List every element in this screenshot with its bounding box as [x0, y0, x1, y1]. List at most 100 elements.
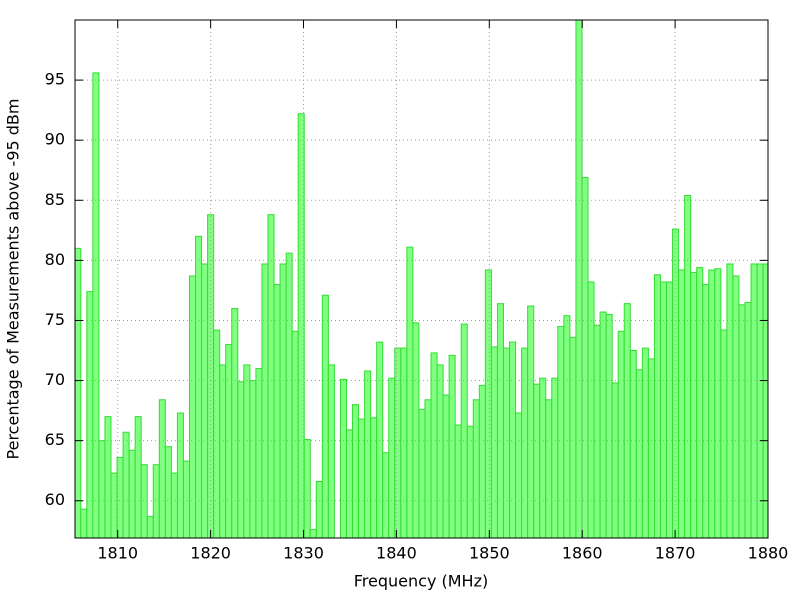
bar: [672, 228, 680, 538]
y-tick-label: 95: [45, 70, 65, 89]
bar: [315, 481, 323, 538]
bar: [104, 416, 112, 538]
bar: [376, 341, 384, 538]
bar: [116, 456, 124, 538]
bar: [364, 370, 372, 538]
bar: [352, 404, 360, 538]
bar: [684, 194, 692, 538]
bar: [750, 263, 758, 538]
bar: [134, 416, 142, 538]
bar: [98, 440, 106, 538]
bar: [285, 252, 293, 538]
bar: [756, 263, 764, 538]
bar: [146, 515, 154, 538]
x-tick-label: 1820: [190, 544, 231, 563]
bar: [569, 336, 577, 538]
bar: [617, 330, 625, 538]
bar: [641, 347, 649, 538]
bar: [128, 449, 136, 538]
x-tick-label: 1870: [655, 544, 696, 563]
bar: [436, 364, 444, 538]
bar: [424, 399, 432, 538]
bar: [502, 347, 511, 538]
bar: [738, 304, 746, 538]
bar: [496, 303, 504, 538]
plot-frame: [74, 19, 769, 539]
bar: [545, 399, 553, 538]
y-tick-label: 85: [45, 190, 65, 209]
bar: [140, 464, 148, 538]
bar: [170, 472, 178, 538]
bar: [388, 377, 396, 538]
bar: [321, 294, 329, 538]
bar: [605, 313, 613, 538]
bar: [702, 283, 710, 538]
x-tick-label: 1860: [562, 544, 603, 563]
bar: [152, 464, 160, 538]
x-tick-label: 1850: [469, 544, 510, 563]
x-tick-label: 1830: [283, 544, 324, 563]
bar: [575, 20, 583, 538]
bar: [182, 460, 190, 538]
bar: [176, 412, 184, 538]
bar: [158, 399, 166, 538]
bar: [484, 269, 492, 538]
y-axis-label: Percentage of Measurements above -95 dBm: [4, 99, 23, 460]
bar: [201, 263, 209, 538]
bar: [635, 369, 643, 538]
bar: [303, 438, 311, 538]
bar: [358, 418, 366, 538]
bar: [563, 315, 571, 538]
bar: [418, 408, 426, 538]
bars: [75, 20, 768, 538]
bar: [195, 235, 203, 538]
bar: [521, 347, 529, 538]
y-tick-label: 70: [45, 370, 65, 389]
bar: [225, 344, 233, 538]
y-tick-label: 90: [45, 130, 65, 149]
bar: [460, 323, 468, 538]
bar: [412, 322, 420, 538]
bar: [533, 383, 541, 538]
bar: [188, 275, 197, 538]
bar: [406, 246, 414, 538]
bar: [237, 381, 245, 538]
bar: [442, 394, 450, 538]
bar: [454, 424, 462, 538]
bar: [110, 472, 118, 538]
bar: [291, 330, 299, 538]
bar: [557, 325, 565, 538]
bar: [629, 350, 637, 538]
bar: [231, 307, 239, 538]
bar: [400, 347, 408, 538]
bar: [732, 275, 740, 538]
bar: [164, 446, 172, 538]
bar: [382, 452, 390, 538]
bar: [551, 377, 559, 538]
bar: [490, 346, 498, 538]
bar: [744, 301, 752, 538]
bar: [599, 311, 607, 538]
y-tick-label: 80: [45, 250, 65, 269]
bar: [762, 263, 768, 538]
bar: [539, 377, 547, 538]
bar: [243, 364, 251, 538]
bar: [75, 247, 82, 538]
bar: [611, 382, 619, 538]
x-axis-label: Frequency (MHz): [354, 572, 488, 591]
x-tick-label: 1810: [97, 544, 138, 563]
bar: [370, 417, 378, 538]
bar: [708, 269, 716, 538]
bar: [309, 529, 317, 538]
bar: [255, 368, 263, 538]
bar: [623, 303, 631, 538]
bar: [279, 263, 287, 538]
bar: [593, 324, 601, 538]
bar: [647, 358, 655, 538]
bar: [273, 283, 281, 538]
bar: [726, 263, 734, 538]
bar: [720, 329, 728, 538]
bar: [472, 399, 480, 538]
bar: [714, 268, 722, 538]
